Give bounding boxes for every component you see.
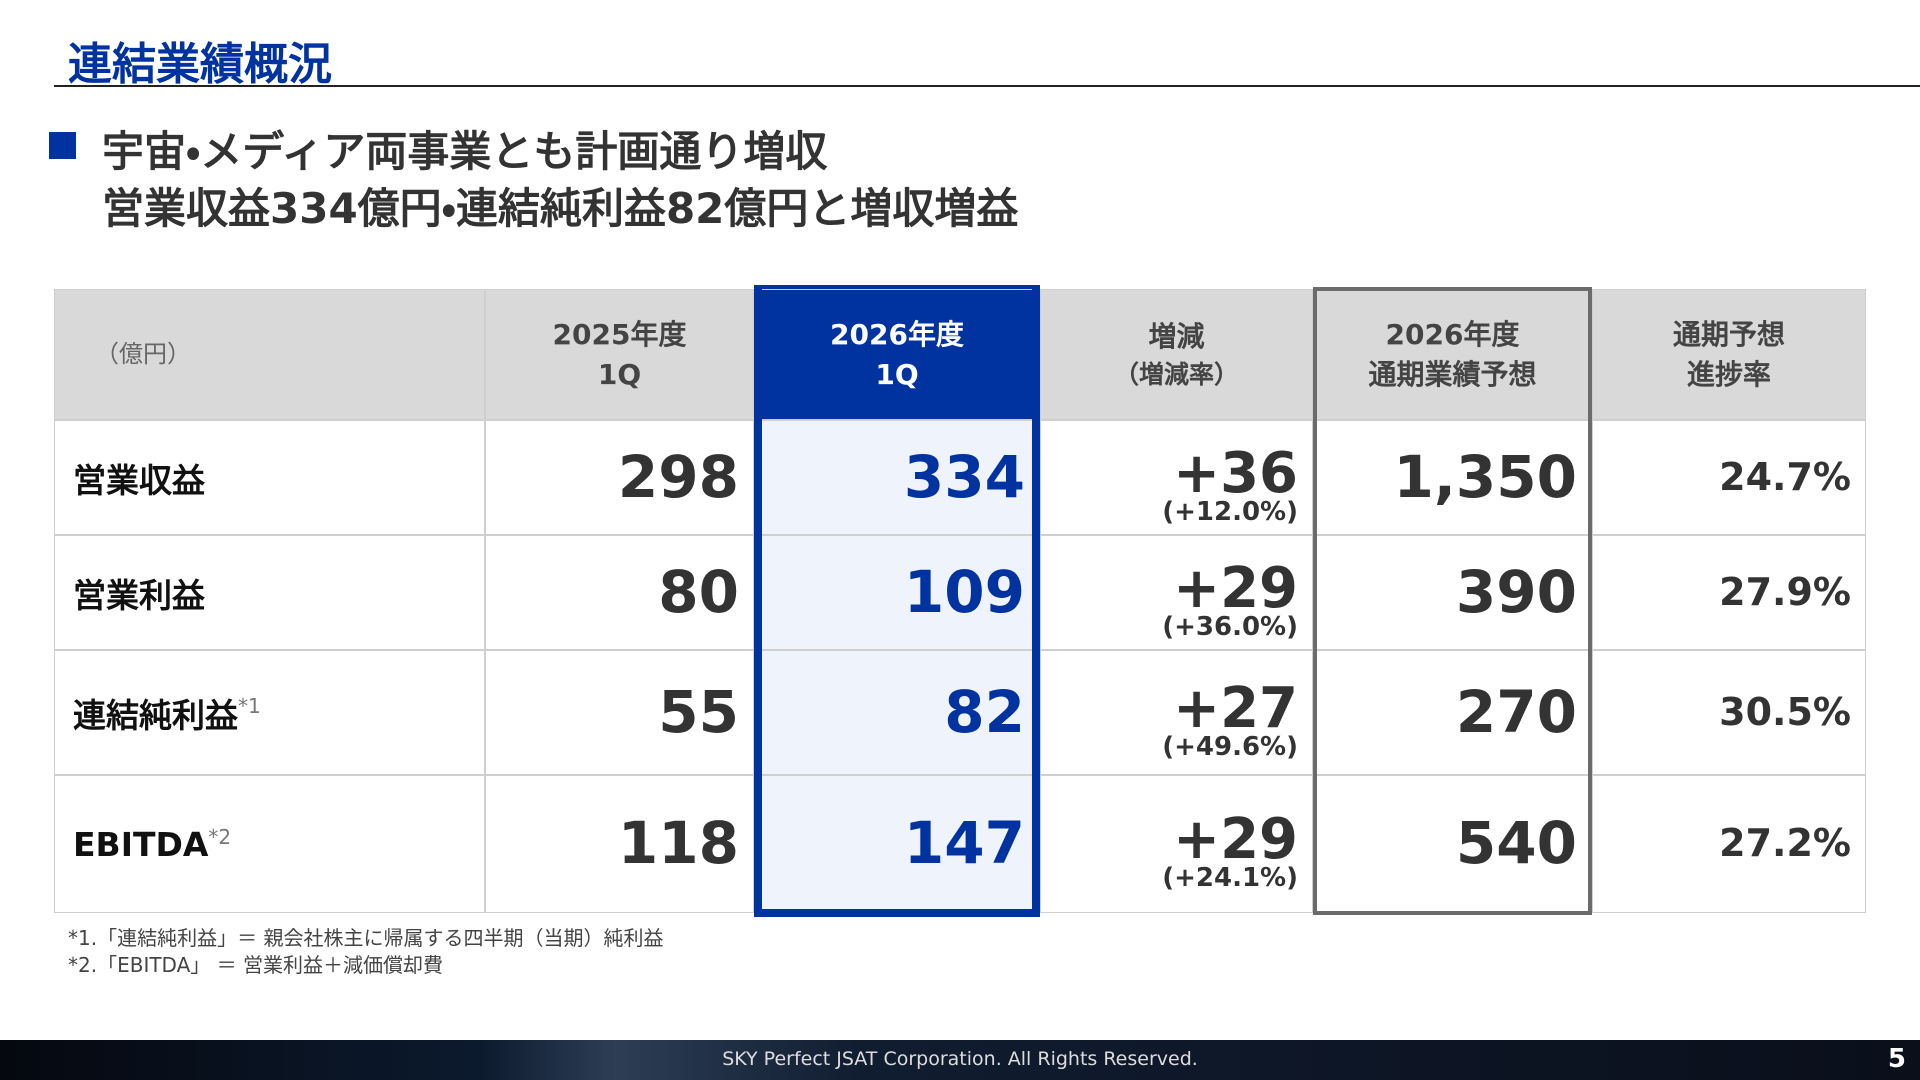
value-cell: +29 (+36.0%)	[1040, 535, 1313, 650]
row-label: 営業収益	[73, 460, 205, 500]
change-value: +29	[1173, 555, 1298, 621]
progress-rate: 30.5%	[1719, 689, 1851, 734]
value-cell: 82	[754, 650, 1040, 775]
change-value: +29	[1173, 807, 1298, 872]
header-cell: 通期予想 進捗率	[1592, 289, 1866, 420]
change-value: +27	[1173, 675, 1298, 741]
change-rate: (+49.6%)	[1162, 731, 1298, 762]
row-label-cell: 連結純利益 *1	[54, 650, 485, 775]
change-rate: (+36.0%)	[1162, 611, 1298, 642]
value: 1,350	[1393, 442, 1577, 511]
value-cell: +36 (+12.0%)	[1040, 420, 1313, 535]
value-cell: 118	[485, 775, 754, 913]
value: 80	[658, 557, 739, 626]
value-cell: +27 (+49.6%)	[1040, 650, 1313, 775]
value-cell: 27.9%	[1592, 535, 1866, 650]
value: 82	[944, 677, 1025, 746]
row-label: 営業利益	[73, 575, 205, 615]
value: 298	[617, 442, 739, 511]
value-cell: 390	[1313, 535, 1592, 650]
change-rate: (+24.1%)	[1162, 863, 1298, 893]
header-cell: 増減 （増減率）	[1040, 289, 1313, 420]
value-cell: 55	[485, 650, 754, 775]
headline: 営業収益334億円・連結純利益82億円と増収増益	[102, 184, 1019, 233]
row-label: EBITDA	[73, 824, 209, 864]
column-header: 2025年度	[552, 318, 687, 352]
title-rule	[54, 85, 1920, 87]
page-number: 5	[1887, 1044, 1906, 1074]
value-cell: 80	[485, 535, 754, 650]
note-ref: *1	[238, 693, 261, 718]
headline: 宇宙・メディア両事業とも計画通り増収	[102, 127, 828, 176]
value-cell: 1,350	[1313, 420, 1592, 535]
value-cell: 27.2%	[1592, 775, 1866, 913]
value-cell: 147	[754, 775, 1040, 913]
value-cell: 24.7%	[1592, 420, 1866, 535]
value-cell: 270	[1313, 650, 1592, 775]
results-table: （億円） 2025年度 1Q 2026年度 1Q 増減 （増減率） 2026年度 通期業績予想通…	[54, 285, 1866, 917]
column-header: 増減	[1148, 320, 1205, 354]
highlight-frame	[754, 285, 1040, 917]
copyright: SKY Perfect JSAT Corporation. All Rights…	[722, 1048, 1198, 1070]
footnote: *2.「EBITDA」 ＝ 営業利益＋減価償却費	[68, 953, 443, 977]
forecast-frame	[1313, 287, 1592, 915]
change-value: +36	[1173, 440, 1298, 506]
column-header: 2026年度	[830, 318, 964, 352]
value: 334	[903, 442, 1025, 511]
change-rate: (+12.0%)	[1162, 496, 1298, 527]
value: 390	[1455, 557, 1577, 626]
value: 118	[617, 809, 739, 877]
progress-rate: 24.7%	[1719, 454, 1851, 499]
column-header: 1Q	[875, 357, 919, 391]
column-header: 通期予想	[1672, 318, 1785, 352]
note-ref: *2	[208, 825, 232, 849]
value-cell: 109	[754, 535, 1040, 650]
header-cell: （億円）	[54, 289, 485, 420]
row-label-cell: 営業収益	[54, 420, 485, 535]
header-cell: 2025年度 1Q	[485, 289, 754, 420]
bullet-square	[49, 132, 76, 159]
column-header: 通期業績予想	[1368, 357, 1537, 391]
value: 55	[658, 677, 739, 746]
value-cell: 298	[485, 420, 754, 535]
value: 540	[1455, 809, 1577, 877]
value: 109	[903, 557, 1025, 626]
header-cell: 2026年度 1Q	[754, 289, 1040, 420]
value: 147	[903, 809, 1025, 877]
row-label-cell: 営業利益	[54, 535, 485, 650]
footer-bar: SKY Perfect JSAT Corporation. All Rights…	[0, 1040, 1920, 1080]
column-header: 進捗率	[1686, 357, 1771, 391]
unit-label: （億円）	[95, 339, 191, 368]
page-title: 連結業績概況	[68, 39, 332, 90]
header-cell: 2026年度 通期業績予想	[1313, 289, 1592, 420]
progress-rate: 27.9%	[1719, 569, 1851, 614]
value: 270	[1455, 677, 1577, 746]
footnote: *1.「連結純利益」＝ 親会社株主に帰属する四半期（当期）純利益	[68, 926, 664, 950]
row-label: 連結純利益	[73, 695, 238, 735]
column-header: 1Q	[597, 357, 642, 391]
column-header: 2026年度	[1385, 318, 1520, 352]
progress-rate: 27.2%	[1719, 821, 1851, 865]
column-header: （増減率）	[1113, 359, 1239, 389]
value-cell: +29 (+24.1%)	[1040, 775, 1313, 913]
row-label-cell: EBITDA *2	[54, 775, 485, 913]
value-cell: 30.5%	[1592, 650, 1866, 775]
value-cell: 334	[754, 420, 1040, 535]
